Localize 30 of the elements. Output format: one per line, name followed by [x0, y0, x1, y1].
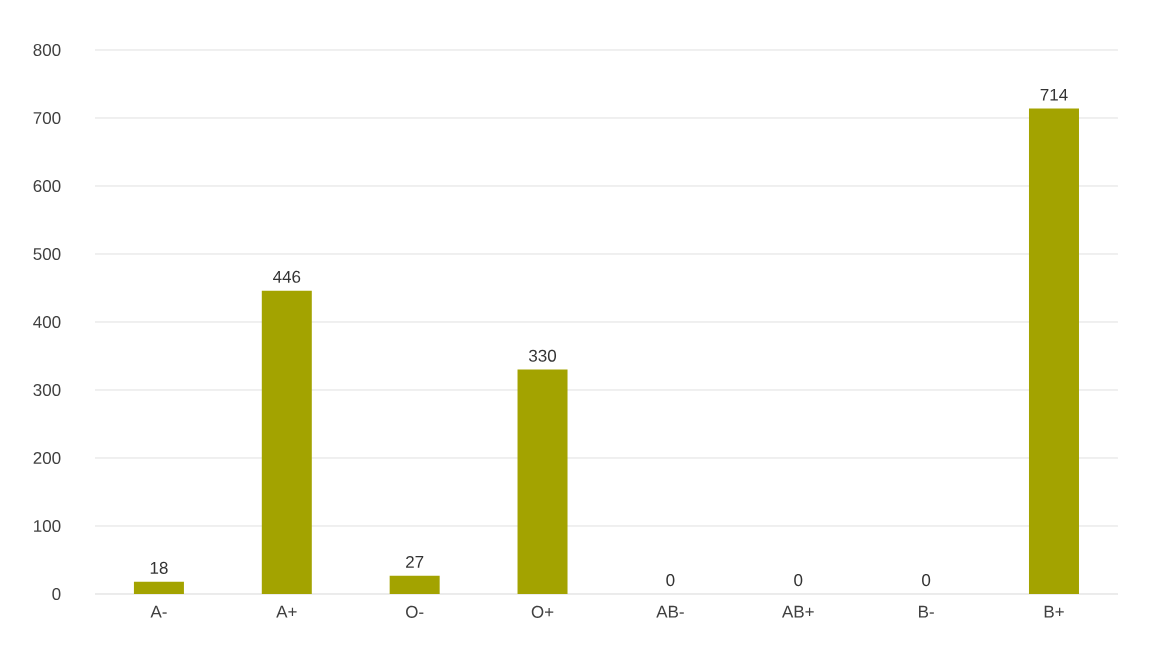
data-label: 446 — [273, 270, 301, 283]
bar — [261, 290, 312, 594]
x-tick-label: O+ — [531, 605, 554, 618]
y-tick-label: 800 — [33, 43, 61, 57]
bar — [133, 581, 184, 594]
x-tick-label: AB- — [656, 605, 684, 618]
x-tick-label: A- — [150, 605, 167, 618]
x-tick-label: A+ — [276, 605, 297, 618]
y-tick-label: 400 — [33, 315, 61, 329]
x-tick-label: B+ — [1044, 605, 1064, 618]
bar — [1028, 108, 1079, 594]
data-label: 330 — [528, 349, 557, 362]
data-label: 0 — [922, 574, 931, 587]
y-tick-label: 0 — [52, 587, 61, 601]
data-label: 0 — [666, 574, 675, 587]
data-label: 714 — [1040, 88, 1068, 101]
y-tick-label: 200 — [33, 451, 61, 465]
x-tick-label: AB+ — [781, 605, 814, 618]
x-tick-label: B- — [919, 605, 934, 618]
bar — [517, 369, 568, 594]
data-label: 18 — [150, 561, 168, 574]
y-tick-label: 600 — [33, 179, 61, 193]
data-label: 27 — [406, 555, 424, 568]
x-tick-label: O- — [406, 605, 424, 618]
y-tick-label: 300 — [33, 383, 61, 397]
y-tick-label: 100 — [34, 519, 61, 533]
y-tick-label: 700 — [33, 111, 61, 125]
y-tick-label: 500 — [33, 247, 61, 261]
bar — [389, 575, 440, 594]
data-label: 0 — [794, 574, 803, 587]
